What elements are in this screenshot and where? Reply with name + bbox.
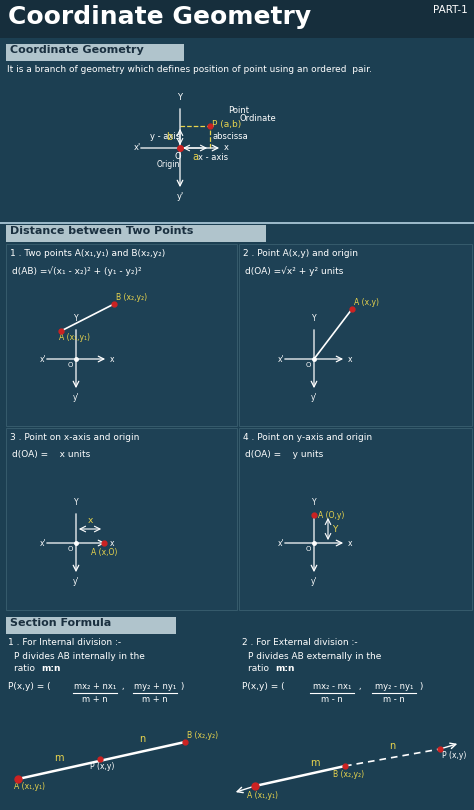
Text: 1 . Two points A(x₁,y₁) and B(x₂,y₂): 1 . Two points A(x₁,y₁) and B(x₂,y₂) xyxy=(10,249,165,258)
Text: x: x xyxy=(110,539,115,548)
Bar xyxy=(0,222,474,224)
Text: 4 . Point on y-axis and origin: 4 . Point on y-axis and origin xyxy=(243,433,372,442)
Text: x: x xyxy=(348,355,353,364)
Text: B (x₂,y₂): B (x₂,y₂) xyxy=(333,770,364,779)
Text: n: n xyxy=(389,741,395,751)
Text: O: O xyxy=(68,546,73,552)
Text: Origin: Origin xyxy=(156,160,180,169)
Text: abscissa: abscissa xyxy=(213,132,249,141)
Text: 1 . For Internal division :-: 1 . For Internal division :- xyxy=(8,638,121,647)
Bar xyxy=(0,0,474,38)
Text: d(AB) =√(x₁ - x₂)² + (y₁ - y₂)²: d(AB) =√(x₁ - x₂)² + (y₁ - y₂)² xyxy=(12,266,142,275)
Text: b: b xyxy=(166,132,172,142)
Text: A (x₁,y₁): A (x₁,y₁) xyxy=(59,333,90,342)
Text: Point: Point xyxy=(228,106,249,115)
Text: mx₂ - nx₁: mx₂ - nx₁ xyxy=(313,682,351,691)
Text: P(x,y) = (: P(x,y) = ( xyxy=(8,682,51,691)
Text: P divides AB externally in the: P divides AB externally in the xyxy=(248,652,382,661)
Text: ,: , xyxy=(119,682,125,691)
Text: y - axis: y - axis xyxy=(150,132,180,141)
Text: P divides AB internally in the: P divides AB internally in the xyxy=(14,652,145,661)
Text: x': x' xyxy=(278,355,284,364)
Text: x: x xyxy=(348,539,353,548)
Text: O: O xyxy=(68,362,73,368)
Text: ,: , xyxy=(356,682,362,691)
Text: m:n: m:n xyxy=(41,664,61,673)
Text: n: n xyxy=(139,734,145,744)
Text: Section Formula: Section Formula xyxy=(10,618,111,628)
Text: P (a,b): P (a,b) xyxy=(212,121,241,130)
Text: y': y' xyxy=(310,577,317,586)
Text: y': y' xyxy=(310,393,317,402)
Text: A (O,y): A (O,y) xyxy=(318,510,345,519)
Text: Y: Y xyxy=(312,314,316,323)
Bar xyxy=(239,244,472,426)
Text: O: O xyxy=(306,362,311,368)
Text: O: O xyxy=(175,152,182,161)
Bar xyxy=(6,225,266,242)
Text: A (x₁,y₁): A (x₁,y₁) xyxy=(14,782,45,791)
Text: Coordinate Geometry: Coordinate Geometry xyxy=(10,45,144,55)
Bar xyxy=(6,617,176,634)
Bar xyxy=(239,428,472,610)
Text: ): ) xyxy=(417,682,423,691)
Text: x': x' xyxy=(278,539,284,548)
Text: B (x₂,y₂): B (x₂,y₂) xyxy=(116,293,147,302)
Text: m - n: m - n xyxy=(383,695,405,704)
Text: A (x,y): A (x,y) xyxy=(354,298,379,307)
Text: A (x₁,y₁): A (x₁,y₁) xyxy=(247,791,278,800)
Text: y': y' xyxy=(73,577,79,586)
Text: Coordinate Geometry: Coordinate Geometry xyxy=(8,5,311,29)
Text: m: m xyxy=(310,758,320,768)
Text: x: x xyxy=(224,143,229,152)
Text: m + n: m + n xyxy=(82,695,108,704)
Text: x: x xyxy=(110,355,115,364)
Text: P(x,y) = (: P(x,y) = ( xyxy=(242,682,284,691)
Text: m + n: m + n xyxy=(142,695,168,704)
Text: It is a branch of geometry which defines position of point using an ordered  pai: It is a branch of geometry which defines… xyxy=(7,65,372,74)
Text: y': y' xyxy=(176,192,183,201)
Bar xyxy=(6,428,237,610)
Text: x': x' xyxy=(40,539,46,548)
Text: mx₂ + nx₁: mx₂ + nx₁ xyxy=(74,682,116,691)
Text: ): ) xyxy=(178,682,184,691)
Text: a: a xyxy=(192,152,198,162)
Text: 3 . Point on x-axis and origin: 3 . Point on x-axis and origin xyxy=(10,433,139,442)
Text: Y: Y xyxy=(177,93,182,102)
Text: 2 . Point A(x,y) and origin: 2 . Point A(x,y) and origin xyxy=(243,249,358,258)
Text: Ordinate: Ordinate xyxy=(240,114,277,123)
Text: d(OA) =    x units: d(OA) = x units xyxy=(12,450,90,459)
Text: P (x,y): P (x,y) xyxy=(90,762,114,771)
Text: 2 . For External division :-: 2 . For External division :- xyxy=(242,638,357,647)
Text: Y: Y xyxy=(332,525,337,534)
Text: PART-1: PART-1 xyxy=(433,5,468,15)
Text: ratio: ratio xyxy=(14,664,38,673)
Text: Y: Y xyxy=(73,314,78,323)
Text: Y: Y xyxy=(73,498,78,507)
Bar xyxy=(0,38,474,220)
Text: x: x xyxy=(87,516,93,525)
Text: m - n: m - n xyxy=(321,695,343,704)
Text: ratio: ratio xyxy=(248,664,272,673)
Bar xyxy=(6,244,237,426)
Text: B (x₂,y₂): B (x₂,y₂) xyxy=(187,731,218,740)
Text: Y: Y xyxy=(312,498,316,507)
Text: m:n: m:n xyxy=(275,664,294,673)
Text: m: m xyxy=(54,753,64,763)
Text: my₂ + ny₁: my₂ + ny₁ xyxy=(134,682,176,691)
Bar xyxy=(0,614,474,810)
Text: O: O xyxy=(306,546,311,552)
Text: x - axis: x - axis xyxy=(198,153,228,162)
Text: y': y' xyxy=(73,393,79,402)
Text: d(OA) =√x² + y² units: d(OA) =√x² + y² units xyxy=(245,266,343,275)
Text: my₂ - ny₁: my₂ - ny₁ xyxy=(375,682,413,691)
Text: d(OA) =    y units: d(OA) = y units xyxy=(245,450,323,459)
Text: Distance between Two Points: Distance between Two Points xyxy=(10,226,193,236)
Text: x': x' xyxy=(134,143,141,152)
Text: P (x,y): P (x,y) xyxy=(442,751,466,760)
Text: x': x' xyxy=(40,355,46,364)
Bar xyxy=(6,44,184,61)
Text: A (x,O): A (x,O) xyxy=(91,548,117,557)
